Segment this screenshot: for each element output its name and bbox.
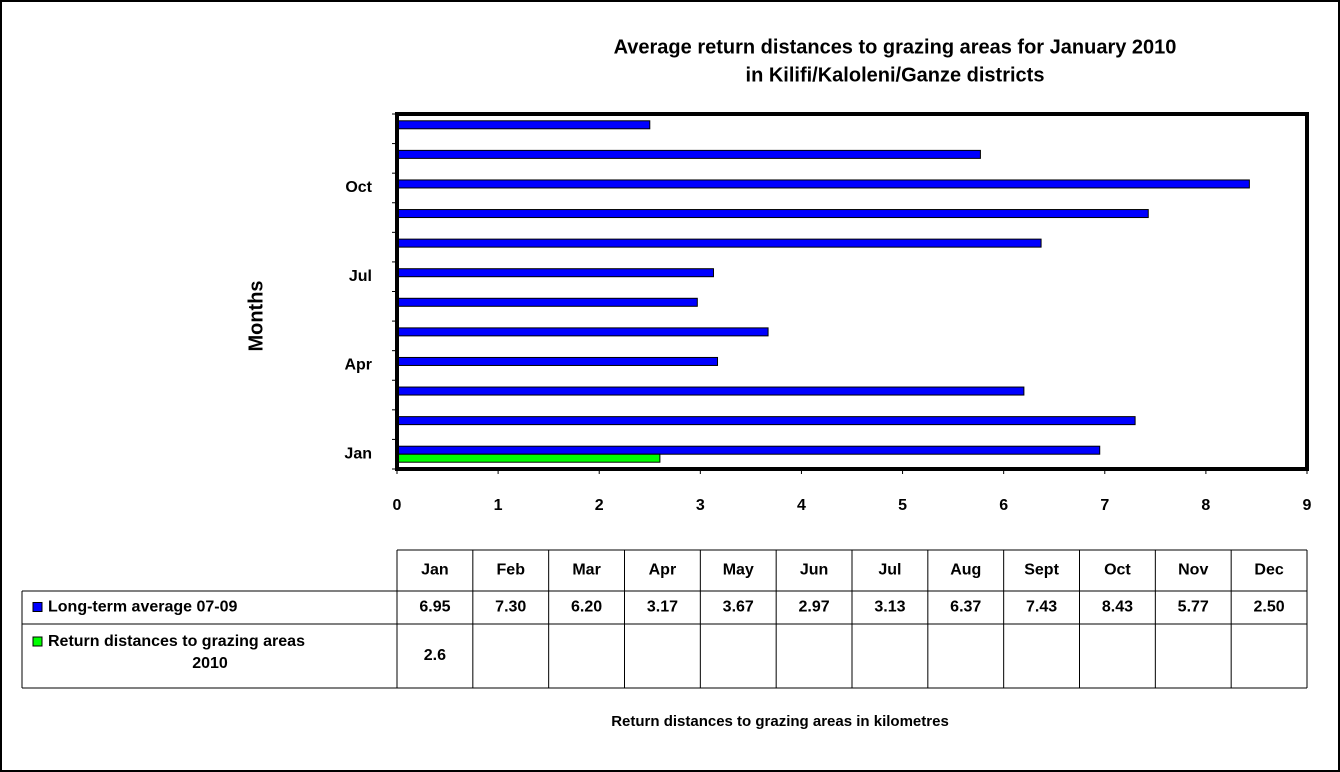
bar xyxy=(396,445,1101,455)
table-value: 6.20 xyxy=(571,599,602,616)
bar xyxy=(396,356,719,366)
table-value: 3.67 xyxy=(723,599,754,616)
table-header: Jun xyxy=(800,562,828,579)
x-tick-label: 6 xyxy=(999,497,1008,514)
table-value: 6.95 xyxy=(419,599,450,616)
x-tick-label: 7 xyxy=(1100,497,1109,514)
plot-frame xyxy=(395,112,1309,471)
x-tick-label: 4 xyxy=(797,497,806,514)
legend-key xyxy=(32,602,43,612)
table-value: 6.37 xyxy=(950,599,981,616)
table-value: 2.97 xyxy=(799,599,830,616)
table-header: Jul xyxy=(878,562,901,579)
bar xyxy=(396,453,661,463)
x-tick-label: 1 xyxy=(494,497,503,514)
bar xyxy=(396,416,1136,426)
table-value: 7.43 xyxy=(1026,599,1057,616)
table-value: 7.30 xyxy=(495,599,526,616)
y-tick-label: Jul xyxy=(349,268,372,285)
table-header: Mar xyxy=(572,562,600,579)
legend-key xyxy=(32,636,43,647)
bar xyxy=(396,120,651,130)
x-tick-label: 2 xyxy=(595,497,604,514)
table-value: 3.17 xyxy=(647,599,678,616)
x-tick-label: 5 xyxy=(898,497,907,514)
legend-label: Long-term average 07-09 xyxy=(48,599,238,616)
table-header: Feb xyxy=(497,562,526,579)
y-axis-label: Months xyxy=(245,280,267,351)
legend-label: Return distances to grazing areas 2010 xyxy=(48,633,305,672)
table-value: 2.50 xyxy=(1254,599,1285,616)
bar xyxy=(396,209,1149,219)
table-value: 3.13 xyxy=(874,599,905,616)
bar xyxy=(396,179,1250,189)
y-tick-label: Apr xyxy=(344,357,372,374)
bar xyxy=(396,149,981,159)
bar xyxy=(396,297,698,307)
table-value: 2.6 xyxy=(424,647,446,664)
table-header: May xyxy=(723,562,754,579)
table-header: Aug xyxy=(950,562,981,579)
table-header: Apr xyxy=(649,562,677,579)
chart-title: Average return distances to grazing area… xyxy=(614,36,1177,58)
y-tick-label: Jan xyxy=(344,445,372,462)
table-value: 8.43 xyxy=(1102,599,1133,616)
x-tick-label: 3 xyxy=(696,497,705,514)
bar xyxy=(396,268,714,278)
x-tick-label: 8 xyxy=(1201,497,1210,514)
bar xyxy=(396,386,1025,396)
table-header: Nov xyxy=(1178,562,1208,579)
chart-title: in Kilifi/Kaloleni/Ganze districts xyxy=(746,64,1045,86)
table-header: Dec xyxy=(1254,562,1283,579)
bar xyxy=(396,327,769,337)
x-tick-label: 0 xyxy=(393,497,402,514)
table-header: Jan xyxy=(421,562,449,579)
y-tick-label: Oct xyxy=(345,179,372,196)
x-tick-label: 9 xyxy=(1303,497,1312,514)
table-header: Sept xyxy=(1024,562,1059,579)
table-value: 5.77 xyxy=(1178,599,1209,616)
table-header: Oct xyxy=(1104,562,1131,579)
bar xyxy=(396,238,1042,248)
x-axis-label: Return distances to grazing areas in kil… xyxy=(611,713,949,730)
